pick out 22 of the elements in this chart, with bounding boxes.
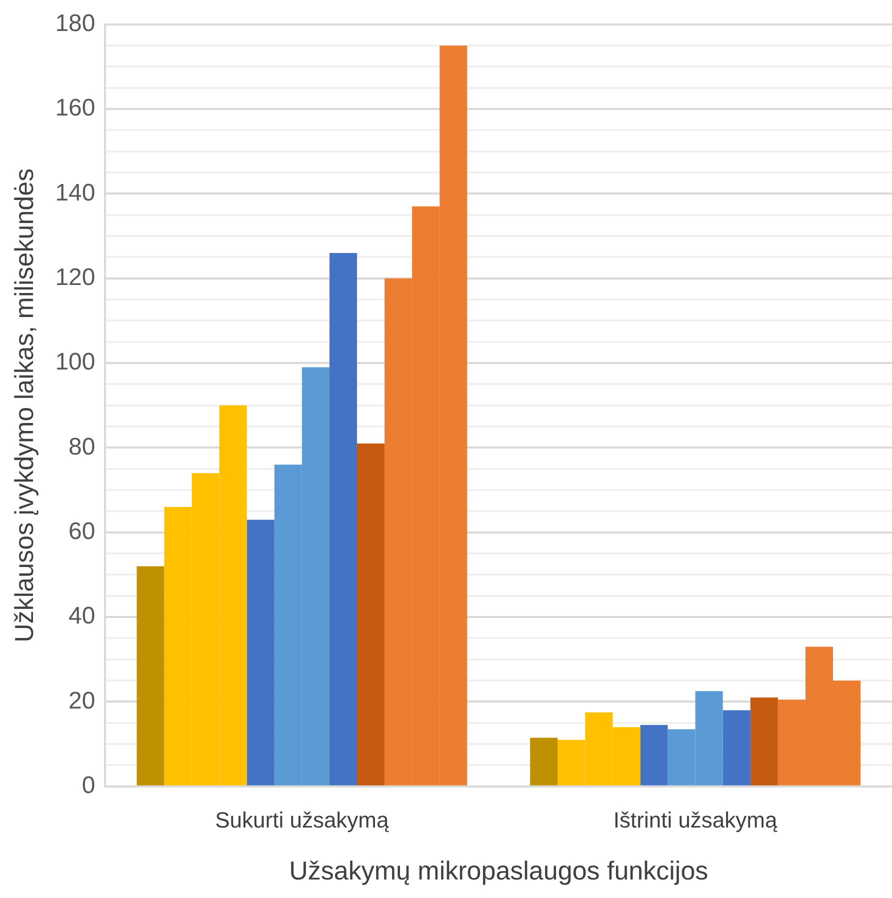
bar (722, 710, 750, 786)
bar (530, 738, 558, 786)
y-tick-label: 0 (82, 772, 96, 800)
y-tick-label: 120 (55, 264, 96, 292)
y-tick-label: 100 (55, 348, 96, 376)
x-tick-label: Ištrinti užsakymą (613, 808, 778, 833)
bar (136, 566, 164, 786)
y-tick-label: 180 (55, 10, 96, 38)
y-axis-title: Užklausos įvykdymo laikas, milisekundės (8, 168, 39, 642)
y-tick-label: 20 (68, 687, 96, 714)
y-tick-label: 140 (55, 179, 96, 206)
bar (357, 444, 385, 786)
x-tick-label: Sukurti užsakymą (215, 808, 390, 833)
y-tick-label: 40 (68, 602, 96, 630)
y-tick-label: 160 (55, 94, 96, 122)
x-axis-title: Užsakymų mikropaslaugos funkcijos (289, 856, 708, 886)
bar (329, 253, 358, 786)
bar (750, 698, 778, 786)
y-tick-label: 60 (68, 518, 96, 546)
bar (640, 725, 668, 786)
y-tick-label: 80 (68, 433, 96, 460)
bar (246, 520, 274, 786)
